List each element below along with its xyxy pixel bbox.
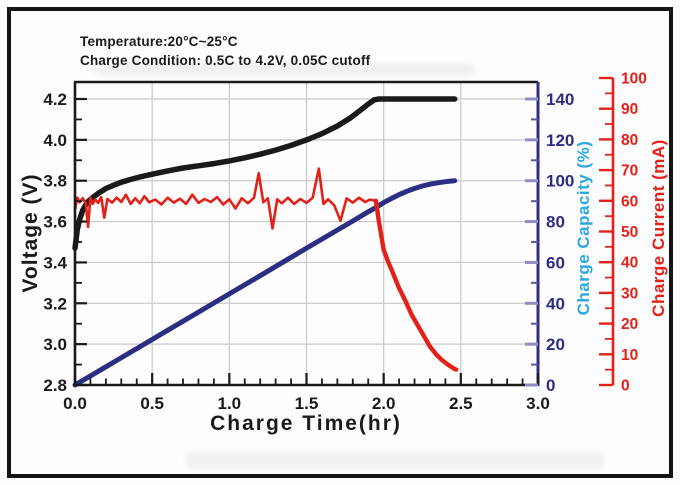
capacity-tick-label: 20 xyxy=(546,335,565,354)
voltage-tick-label: 3.0 xyxy=(43,335,67,354)
axis-tick-labels: 0.0 0.5 1.0 1.5 2.0 2.5 3.0 2.8 3.0 3.2 3.4 3.6 3.8 4… xyxy=(43,71,647,414)
axis-ticks xyxy=(73,76,613,387)
x-tick-label: 1.0 xyxy=(218,394,242,413)
x-tick-label: 2.5 xyxy=(449,394,473,413)
charge-current-curve-constant-current xyxy=(73,167,378,230)
x-tick-label: 1.5 xyxy=(295,394,319,413)
capacity-tick-label: 120 xyxy=(546,131,574,150)
current-tick-label: 30 xyxy=(621,285,638,302)
voltage-tick-label: 3.6 xyxy=(43,213,67,232)
current-tick-label: 60 xyxy=(621,193,638,210)
current-tick-label: 10 xyxy=(621,347,638,364)
voltage-tick-label: 3.8 xyxy=(43,172,67,191)
capacity-axis-label: Charge Capacity (%) xyxy=(574,140,593,316)
chart-condition-charge: Charge Condition: 0.5C to 4.2V, 0.05C cu… xyxy=(80,53,371,68)
watermark-artifact xyxy=(185,452,605,469)
voltage-axis-label: Voltage (V) xyxy=(19,173,42,293)
watermark-artifact xyxy=(95,63,475,76)
capacity-tick-label: 80 xyxy=(546,213,565,232)
current-tick-label: 80 xyxy=(621,132,638,149)
capacity-tick-label: 100 xyxy=(546,172,574,191)
voltage-tick-label: 4.0 xyxy=(43,131,67,150)
voltage-tick-label: 3.2 xyxy=(43,294,67,313)
capacity-tick-label: 140 xyxy=(546,90,574,109)
voltage-curve xyxy=(72,96,458,251)
capacity-tick-label: 60 xyxy=(546,253,565,272)
x-tick-label: 2.0 xyxy=(372,394,396,413)
current-tick-label: 0 xyxy=(621,378,630,395)
current-tick-label: 40 xyxy=(621,255,638,272)
x-tick-label: 0.0 xyxy=(63,394,87,413)
current-tick-label: 70 xyxy=(621,163,638,180)
current-tick-label: 90 xyxy=(621,101,638,118)
data-series xyxy=(72,96,459,388)
voltage-tick-label: 4.2 xyxy=(43,90,67,109)
x-tick-label: 0.5 xyxy=(140,394,164,413)
current-tick-label: 20 xyxy=(621,316,638,333)
chart-condition-temperature: Temperature:20°C~25°C xyxy=(80,34,238,49)
capacity-tick-label: 0 xyxy=(546,376,555,395)
gridlines xyxy=(75,82,538,385)
charge-current-curve-taper xyxy=(373,198,459,372)
current-tick-label: 50 xyxy=(621,224,638,241)
voltage-tick-label: 3.4 xyxy=(43,253,67,272)
current-tick-label: 100 xyxy=(621,71,647,88)
current-axis-label: Charge Current (mA) xyxy=(649,139,668,317)
x-axis-label: Charge Time(hr) xyxy=(210,412,402,435)
voltage-tick-label: 2.8 xyxy=(43,376,67,395)
capacity-tick-label: 40 xyxy=(546,294,565,313)
x-tick-label: 3.0 xyxy=(526,394,550,413)
